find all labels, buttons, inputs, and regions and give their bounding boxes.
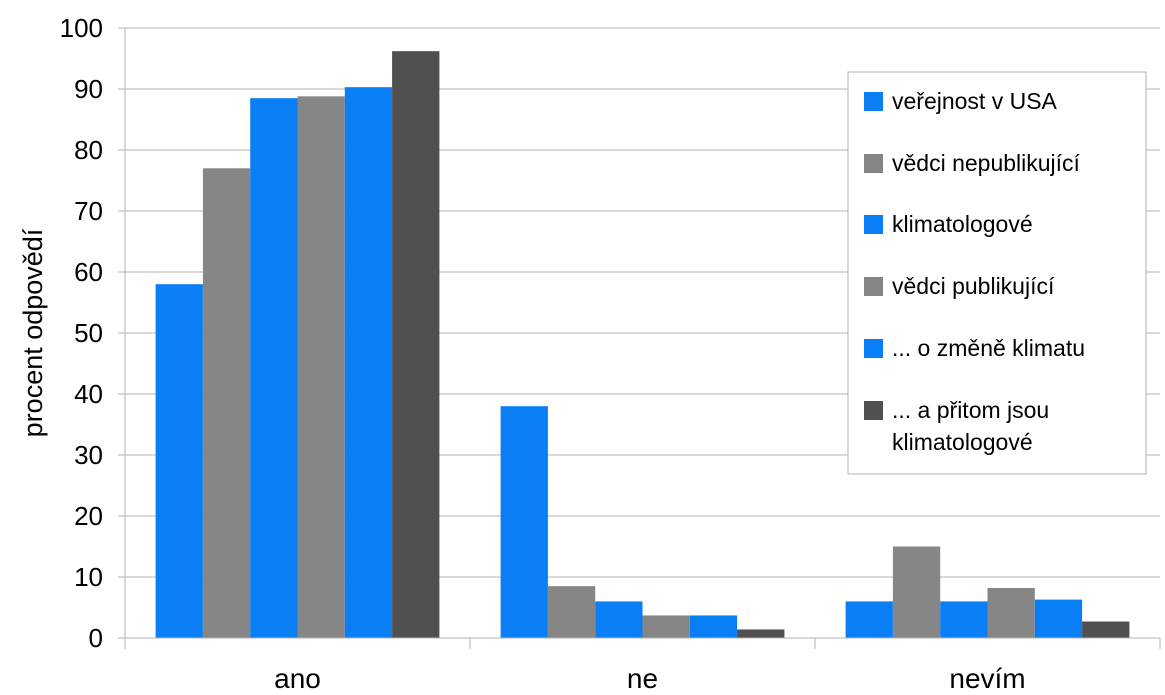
legend-label: ... o změně klimatu (892, 335, 1085, 361)
legend-swatch (864, 401, 883, 420)
legend-box (847, 71, 1147, 475)
bar (392, 51, 440, 639)
x-axis-labels: ano ne nevím (274, 663, 1025, 694)
y-tick-label: 100 (60, 13, 103, 43)
x-tick-label: ano (274, 663, 321, 694)
legend-item: vědci nepublikující (864, 150, 1081, 176)
axes (124, 28, 1161, 649)
bar (1082, 621, 1130, 638)
y-tick-label: 20 (74, 501, 103, 531)
bar (500, 406, 548, 638)
y-tick-label: 10 (74, 562, 103, 592)
bar (940, 601, 988, 638)
legend-swatch (864, 339, 883, 358)
bars (155, 51, 1130, 639)
legend-label: ... a přitom jsou (892, 397, 1049, 423)
y-tick-label: 70 (74, 196, 103, 226)
bar (155, 284, 203, 638)
legend-item: klimatologové (864, 211, 1033, 237)
legend: veřejnost v USA vědci nepublikující klimat… (847, 71, 1147, 475)
legend-item: ... o změně klimatu (864, 335, 1085, 361)
y-tick-label: 50 (74, 318, 103, 348)
bar (202, 168, 251, 639)
legend-label: veřejnost v USA (892, 88, 1058, 114)
legend-label: vědci nepublikující (892, 150, 1081, 176)
bar (642, 615, 690, 638)
bar (547, 586, 596, 638)
bar (344, 87, 393, 639)
y-axis-ticks: 0 10 20 30 40 50 60 70 80 90 100 (60, 13, 125, 653)
bar (689, 615, 738, 638)
legend-swatch (864, 215, 883, 234)
bar (892, 546, 941, 638)
bar (845, 601, 893, 638)
bar (737, 629, 785, 638)
y-tick-label: 80 (74, 135, 103, 165)
y-axis-title: procent odpovědí (18, 228, 48, 437)
legend-label: klimatologové (892, 429, 1033, 455)
x-tick-label: ne (627, 663, 658, 694)
bar (987, 587, 1035, 638)
legend-label: klimatologové (892, 211, 1033, 237)
y-tick-label: 60 (74, 257, 103, 287)
x-tick-label: nevím (949, 663, 1025, 694)
y-tick-label: 30 (74, 440, 103, 470)
y-tick-label: 0 (89, 623, 103, 653)
y-tick-label: 90 (74, 74, 103, 104)
bar (1034, 599, 1083, 638)
legend-item: veřejnost v USA (864, 88, 1058, 114)
legend-item: vědci publikující (864, 273, 1055, 299)
y-tick-label: 40 (74, 379, 103, 409)
bar (595, 601, 643, 638)
bar (297, 96, 345, 638)
legend-label: vědci publikující (892, 273, 1055, 299)
legend-item: ... a přitom jsou klimatologové (864, 397, 1049, 455)
legend-swatch (864, 92, 883, 111)
bar (250, 98, 298, 638)
legend-swatch (864, 154, 883, 173)
legend-swatch (864, 277, 883, 296)
